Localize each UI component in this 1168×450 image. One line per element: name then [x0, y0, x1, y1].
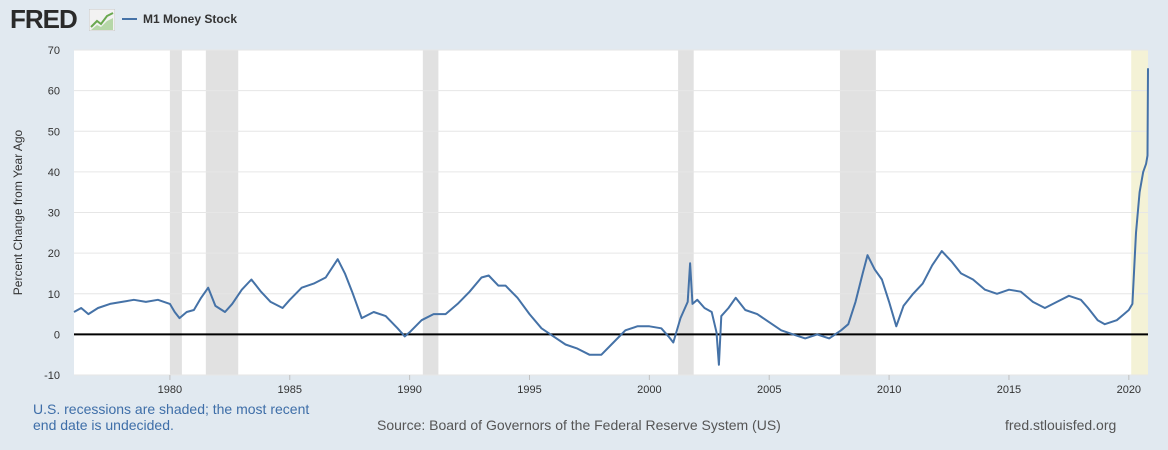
- source-note: Source: Board of Governors of the Federa…: [377, 417, 781, 433]
- x-tick-label: 1990: [397, 384, 421, 396]
- y-axis-label: Percent Change from Year Ago: [11, 129, 25, 295]
- y-tick-label: 50: [48, 126, 60, 138]
- x-tick-label: 2015: [997, 384, 1021, 396]
- series-line: [73, 68, 1149, 366]
- legend-label[interactable]: M1 Money Stock: [143, 12, 238, 26]
- fred-chart-icon: [89, 9, 115, 31]
- y-tick-label: 60: [48, 86, 60, 98]
- site-link[interactable]: fred.stlouisfed.org: [1005, 417, 1117, 433]
- chart-header: FRED M1 Money Stock: [0, 0, 1168, 40]
- x-tick-label: 1980: [158, 384, 182, 396]
- y-tick-label: -10: [44, 370, 60, 382]
- x-tick-label: 2020: [1117, 384, 1141, 396]
- x-axis-ticks: 1980 1985 1990 1995 2000 2005 2010 2015 2020: [158, 375, 1141, 396]
- series-layer: [73, 68, 1149, 366]
- y-tick-label: 70: [48, 45, 60, 57]
- y-tick-label: 40: [48, 167, 60, 179]
- y-tick-label: 10: [48, 289, 60, 301]
- y-tick-label: 20: [48, 248, 60, 260]
- fred-logo[interactable]: FRED: [10, 4, 78, 34]
- y-tick-label: 0: [54, 329, 60, 341]
- x-tick-label: 2010: [877, 384, 901, 396]
- y-axis-ticks: -10 0 10 20 30 40 50 60 70: [44, 45, 60, 382]
- y-tick-label: 30: [48, 208, 60, 220]
- recession-note: U.S. recessions are shaded; the most rec…: [33, 401, 310, 433]
- x-tick-label: 2000: [637, 384, 661, 396]
- legend-swatch: [122, 18, 137, 20]
- x-tick-label: 1985: [278, 384, 302, 396]
- x-tick-label: 2005: [757, 384, 781, 396]
- x-tick-label: 1995: [517, 384, 541, 396]
